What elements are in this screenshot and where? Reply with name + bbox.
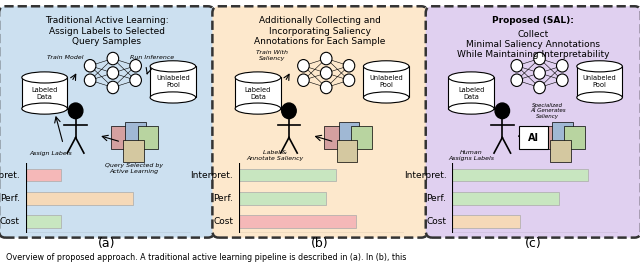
- FancyBboxPatch shape: [212, 6, 428, 238]
- FancyBboxPatch shape: [138, 126, 158, 149]
- Bar: [239, 192, 326, 205]
- Text: AI: AI: [528, 132, 539, 143]
- Text: Cost: Cost: [0, 217, 20, 226]
- Text: Unlabeled
Pool: Unlabeled Pool: [582, 75, 616, 88]
- FancyBboxPatch shape: [125, 122, 146, 144]
- Circle shape: [343, 74, 355, 87]
- FancyBboxPatch shape: [564, 126, 585, 149]
- Text: Labeled
Data: Labeled Data: [458, 87, 484, 99]
- Circle shape: [321, 52, 332, 65]
- FancyBboxPatch shape: [0, 6, 214, 238]
- Circle shape: [298, 59, 309, 72]
- Text: Overview of proposed approach. A traditional active learning pipeline is describ: Overview of proposed approach. A traditi…: [6, 253, 407, 262]
- Text: Proposed (SAL):: Proposed (SAL):: [492, 16, 574, 25]
- Ellipse shape: [150, 61, 196, 72]
- FancyBboxPatch shape: [426, 6, 640, 238]
- Bar: [26, 192, 132, 205]
- Text: Labeled
Data: Labeled Data: [244, 87, 271, 99]
- Text: Interpret.: Interpret.: [190, 171, 233, 180]
- Text: Additionally Collecting and
Incorporating Saliency
Annotations for Each Sample: Additionally Collecting and Incorporatin…: [254, 16, 386, 46]
- Ellipse shape: [577, 92, 622, 103]
- Ellipse shape: [449, 72, 494, 83]
- Text: (b): (b): [311, 237, 329, 250]
- FancyBboxPatch shape: [337, 140, 357, 162]
- Circle shape: [84, 74, 96, 87]
- Bar: [364, 66, 409, 98]
- Circle shape: [84, 59, 96, 72]
- Bar: [22, 77, 67, 109]
- Text: Perf.: Perf.: [426, 194, 447, 203]
- Bar: [26, 169, 61, 181]
- Ellipse shape: [150, 92, 196, 103]
- Text: Human
Assigns Labels: Human Assigns Labels: [448, 150, 494, 161]
- Text: Perf.: Perf.: [213, 194, 233, 203]
- Ellipse shape: [22, 103, 67, 114]
- FancyBboxPatch shape: [124, 140, 144, 162]
- Ellipse shape: [235, 72, 281, 83]
- Text: Cost: Cost: [426, 217, 447, 226]
- Bar: [577, 66, 622, 98]
- FancyBboxPatch shape: [538, 126, 558, 149]
- Text: Unlabeled
Pool: Unlabeled Pool: [369, 75, 403, 88]
- Ellipse shape: [577, 61, 622, 72]
- Text: Perf.: Perf.: [0, 194, 20, 203]
- Circle shape: [68, 103, 83, 119]
- Bar: [239, 215, 356, 228]
- Text: Run Inference: Run Inference: [130, 55, 174, 60]
- Text: Interpret.: Interpret.: [0, 171, 20, 180]
- FancyBboxPatch shape: [111, 126, 131, 149]
- Bar: [235, 77, 281, 109]
- Text: Labeled
Data: Labeled Data: [31, 87, 58, 99]
- Circle shape: [557, 59, 568, 72]
- FancyBboxPatch shape: [550, 140, 571, 162]
- Circle shape: [130, 74, 141, 87]
- Text: Train Model: Train Model: [47, 55, 84, 60]
- FancyBboxPatch shape: [552, 122, 573, 144]
- Circle shape: [534, 81, 545, 94]
- Ellipse shape: [235, 103, 281, 114]
- FancyBboxPatch shape: [351, 126, 372, 149]
- FancyBboxPatch shape: [339, 122, 359, 144]
- Text: Specialized
AI Generates
Saliency: Specialized AI Generates Saliency: [530, 103, 566, 119]
- Text: Assign Labels: Assign Labels: [29, 151, 72, 156]
- Circle shape: [298, 74, 309, 87]
- Circle shape: [321, 67, 332, 79]
- Circle shape: [343, 59, 355, 72]
- Circle shape: [282, 103, 296, 119]
- Circle shape: [321, 81, 332, 94]
- Text: (c): (c): [525, 237, 541, 250]
- Bar: [452, 169, 588, 181]
- Text: Query Selected by
Active Learning: Query Selected by Active Learning: [104, 163, 163, 174]
- Circle shape: [557, 74, 568, 87]
- Circle shape: [534, 52, 545, 65]
- Circle shape: [511, 74, 523, 87]
- Bar: [239, 169, 336, 181]
- Bar: [449, 77, 494, 109]
- Text: Unlabeled
Pool: Unlabeled Pool: [156, 75, 190, 88]
- Text: Label &
Annotate Saliency: Label & Annotate Saliency: [246, 150, 303, 161]
- Circle shape: [495, 103, 509, 119]
- FancyBboxPatch shape: [324, 126, 345, 149]
- Text: Interpret.: Interpret.: [404, 171, 447, 180]
- Text: Collect
Minimal Saliency Annotations
While Maintaining Interpretability: Collect Minimal Saliency Annotations Whi…: [457, 30, 609, 59]
- Circle shape: [511, 59, 523, 72]
- Circle shape: [107, 81, 118, 94]
- Text: Cost: Cost: [213, 217, 233, 226]
- Ellipse shape: [364, 61, 409, 72]
- Text: Traditional Active Learning:
Assign Labels to Selected
Query Samples: Traditional Active Learning: Assign Labe…: [45, 16, 168, 46]
- Circle shape: [130, 59, 141, 72]
- Circle shape: [107, 52, 118, 65]
- Bar: [26, 215, 61, 228]
- Text: (a): (a): [98, 237, 115, 250]
- Circle shape: [534, 67, 545, 79]
- Text: Train With
Saliency: Train With Saliency: [257, 50, 289, 61]
- Circle shape: [107, 67, 118, 79]
- Bar: [150, 66, 196, 98]
- Ellipse shape: [364, 92, 409, 103]
- Ellipse shape: [449, 103, 494, 114]
- Bar: [452, 192, 559, 205]
- Ellipse shape: [22, 72, 67, 83]
- FancyBboxPatch shape: [519, 126, 548, 149]
- Bar: [452, 215, 520, 228]
